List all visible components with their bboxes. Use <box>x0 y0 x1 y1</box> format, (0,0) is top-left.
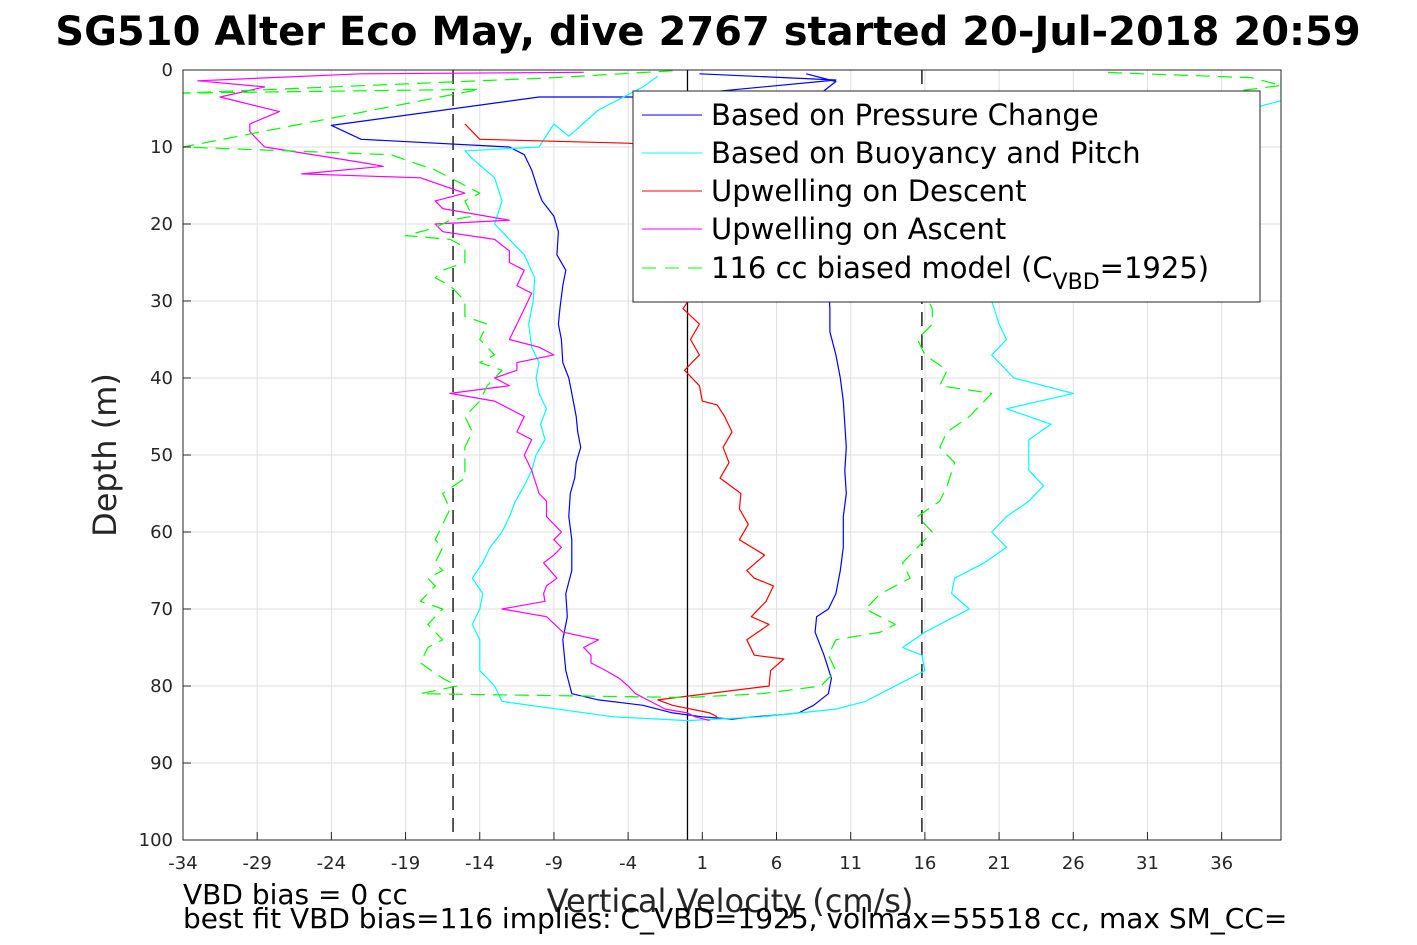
x-tick-label: -34 <box>168 853 197 874</box>
legend-label-descent: Upwelling on Descent <box>711 174 1027 208</box>
x-tick-label: 31 <box>1136 853 1159 874</box>
y-tick-label: 100 <box>139 830 173 851</box>
y-tick-label: 50 <box>150 445 173 466</box>
x-tick-label: 36 <box>1210 853 1233 874</box>
series-pressure-change <box>330 73 847 720</box>
legend-label-model-subscript: VBD <box>1053 270 1100 295</box>
legend-box <box>632 90 1261 303</box>
x-tick-label: 1 <box>697 853 708 874</box>
y-tick-label: 40 <box>150 368 173 389</box>
x-tick-label: -9 <box>545 853 563 874</box>
x-tick-label: 16 <box>913 853 936 874</box>
y-tick-label: 60 <box>150 522 173 543</box>
y-axis-label: Depth (m) <box>86 373 124 537</box>
x-tick-label: 21 <box>988 853 1011 874</box>
series-upwelling-ascent <box>197 71 710 722</box>
x-axis-label: Vertical Velocity (cm/s) <box>547 882 914 920</box>
x-tick-label: 6 <box>771 853 782 874</box>
x-tick-label: -19 <box>391 853 420 874</box>
x-tick-label: -14 <box>465 853 494 874</box>
legend-label-model-suffix: =1925) <box>1100 251 1209 285</box>
y-tick-label: 10 <box>150 137 173 158</box>
legend-label-model-prefix: 116 cc biased model (C <box>711 251 1053 285</box>
x-tick-label: -24 <box>317 853 346 874</box>
legend-label-ascent: Upwelling on Ascent <box>711 212 1006 246</box>
y-tick-label: 80 <box>150 676 173 697</box>
x-tick-label: 11 <box>839 853 862 874</box>
y-tick-label: 90 <box>150 753 173 774</box>
footer-best-fit: best fit VBD bias=116 implies: C_VBD=192… <box>183 902 1287 935</box>
x-tick-label: -29 <box>242 853 271 874</box>
y-tick-label: 70 <box>150 599 173 620</box>
series-biased-model <box>183 70 1281 699</box>
legend: Based on Pressure Change Based on Buoyan… <box>632 90 1261 303</box>
y-tick-label: 0 <box>162 60 173 81</box>
y-ticks: 0 10 20 30 40 50 60 70 80 90 100 <box>139 60 191 851</box>
x-tick-label: 26 <box>1062 853 1085 874</box>
x-ticks: -34 -29 -24 -19 -14 -9 -4 1 6 11 16 21 26 31 36 <box>168 832 1233 874</box>
y-tick-label: 30 <box>150 291 173 312</box>
chart-title: SG510 Alter Eco May, dive 2767 started 2… <box>55 9 1360 55</box>
legend-label-model: 116 cc biased model (CVBD=1925) <box>711 251 1209 295</box>
footer-vbd-bias: VBD bias = 0 cc <box>183 878 408 911</box>
x-tick-label: -4 <box>619 853 637 874</box>
legend-label-buoyancy: Based on Buoyancy and Pitch <box>711 136 1141 170</box>
legend-label-pressure: Based on Pressure Change <box>711 98 1099 132</box>
series-buoyancy-pitch <box>464 75 1281 722</box>
y-tick-label: 20 <box>150 214 173 235</box>
